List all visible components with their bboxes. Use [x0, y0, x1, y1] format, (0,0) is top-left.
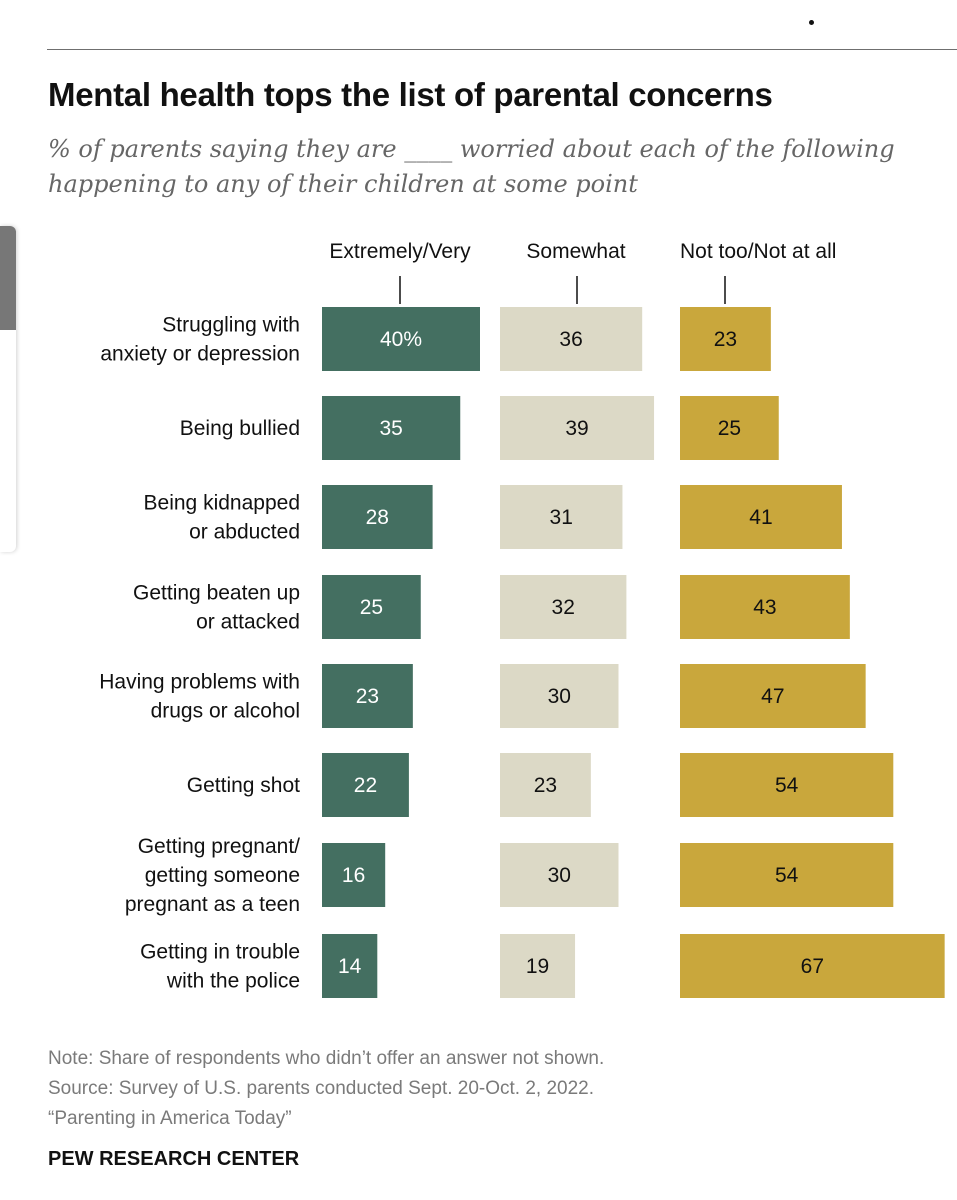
- bar-not-too: [680, 664, 866, 728]
- note-text: Note: Share of respondents who didn’t of…: [48, 1048, 605, 1069]
- bar-not-too: [680, 485, 842, 549]
- bar-chart: Extremely/Very Somewhat Not too/Not at all…: [99, 240, 945, 998]
- bar-value-label: 30: [548, 864, 571, 887]
- bar-value-label: 32: [552, 596, 575, 619]
- bar-value-label: 54: [775, 774, 799, 797]
- report-title: “Parenting in America Today”: [48, 1108, 292, 1129]
- category-label: Getting beaten up: [133, 582, 300, 605]
- bar-value-label: 41: [749, 506, 772, 529]
- footnotes: Note: Share of respondents who didn’t of…: [48, 1044, 604, 1134]
- category-label: Being bullied: [180, 417, 300, 440]
- bar-value-label: 67: [801, 955, 824, 978]
- bar-value-label: 22: [354, 774, 377, 797]
- series-header-0: Extremely/Very: [329, 240, 471, 263]
- bar-value-label: 23: [356, 685, 379, 708]
- category-label: Being kidnapped: [144, 492, 300, 515]
- scrollbar-thumb[interactable]: [0, 226, 16, 330]
- bar-somewhat: [500, 485, 623, 549]
- chart-subtitle: % of parents saying they are ____ worrie…: [48, 135, 895, 198]
- bar-value-label: 16: [342, 864, 365, 887]
- bar-value-label: 36: [559, 328, 582, 351]
- bar-value-label: 40%: [380, 328, 422, 351]
- bar-somewhat: [500, 753, 591, 817]
- bar-extremely-very: [322, 307, 480, 371]
- bar-value-label: 31: [550, 506, 573, 529]
- category-label: with the police: [166, 970, 300, 993]
- organization-name: PEW RESEARCH CENTER: [48, 1148, 300, 1170]
- bar-extremely-very: [322, 575, 421, 639]
- bar-not-too: [680, 843, 894, 907]
- bar-value-label: 28: [366, 506, 389, 529]
- bar-somewhat: [500, 934, 576, 998]
- category-label: Getting pregnant/: [138, 835, 300, 858]
- category-label: or attacked: [196, 611, 300, 634]
- bar-not-too: [680, 396, 779, 460]
- bar-somewhat: [500, 664, 619, 728]
- bar-value-label: 23: [714, 328, 737, 351]
- category-label: or abducted: [189, 521, 300, 544]
- category-label: Getting shot: [187, 774, 300, 797]
- bar-value-label: 14: [338, 955, 362, 978]
- bar-extremely-very: [322, 843, 386, 907]
- bar-extremely-very: [322, 396, 461, 460]
- bar-value-label: 39: [565, 417, 588, 440]
- bar-not-too: [680, 307, 771, 371]
- bar-extremely-very: [322, 934, 378, 998]
- bar-somewhat: [500, 396, 655, 460]
- menu-dot-icon[interactable]: [809, 20, 814, 25]
- category-label: pregnant as a teen: [125, 893, 300, 916]
- category-label: anxiety or depression: [100, 343, 300, 366]
- bar-not-too: [680, 934, 945, 998]
- bar-value-label: 25: [360, 596, 383, 619]
- chart-title: Mental health tops the list of parental …: [48, 76, 773, 113]
- category-label: drugs or alcohol: [151, 700, 300, 723]
- bar-extremely-very: [322, 753, 409, 817]
- top-divider: [47, 49, 957, 50]
- bar-not-too: [680, 753, 894, 817]
- category-label: Getting in trouble: [140, 941, 300, 964]
- series-header-2: Not too/Not at all: [680, 240, 836, 263]
- bar-extremely-very: [322, 664, 413, 728]
- bar-value-label: 47: [761, 685, 784, 708]
- bar-value-label: 54: [775, 864, 799, 887]
- bar-somewhat: [500, 575, 627, 639]
- bar-value-label: 19: [526, 955, 549, 978]
- source-text: Source: Survey of U.S. parents conducted…: [48, 1078, 595, 1099]
- bar-value-label: 23: [534, 774, 557, 797]
- bar-value-label: 30: [548, 685, 571, 708]
- category-label: Having problems with: [99, 671, 300, 694]
- series-header-1: Somewhat: [526, 240, 625, 263]
- bar-not-too: [680, 575, 850, 639]
- bar-value-label: 25: [718, 417, 741, 440]
- bar-value-label: 43: [753, 596, 776, 619]
- category-label: getting someone: [145, 864, 300, 887]
- scrollbar[interactable]: [0, 226, 16, 552]
- category-label: Struggling with: [162, 314, 300, 337]
- bar-somewhat: [500, 307, 643, 371]
- bar-value-label: 35: [379, 417, 402, 440]
- bar-somewhat: [500, 843, 619, 907]
- bar-extremely-very: [322, 485, 433, 549]
